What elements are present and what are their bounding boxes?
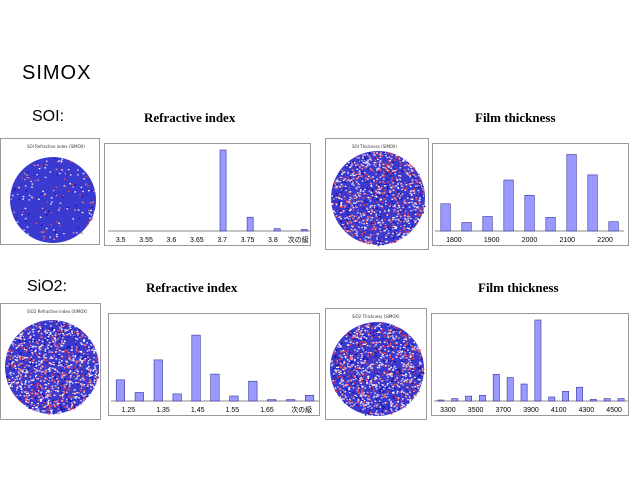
tick-label: 3.65 bbox=[190, 237, 204, 244]
tick-label: 3.6 bbox=[167, 237, 177, 244]
tick-label: 3500 bbox=[468, 407, 484, 414]
row-label-sio2: SiO2: bbox=[27, 278, 68, 295]
bar-3500 bbox=[465, 395, 472, 402]
bar-3400 bbox=[451, 398, 459, 402]
bar-1850 bbox=[461, 222, 472, 232]
map-caption: SiO2 Refractive index (SIMOX) bbox=[27, 309, 88, 314]
bar-1.25 bbox=[115, 379, 125, 402]
page-title: SIMOX bbox=[22, 62, 92, 84]
bar-3.7 bbox=[219, 149, 227, 232]
tick-label: 1800 bbox=[446, 237, 462, 244]
histogram-svg: 3300 3500 3700 3900 4100 4300 4500 bbox=[434, 319, 628, 414]
bar-4400 bbox=[589, 399, 597, 402]
wafer-map-soi-thickness: SOI Thickness (SIMOX) bbox=[325, 138, 429, 250]
wafer-map-image bbox=[10, 157, 97, 243]
wafer-map-image bbox=[5, 320, 100, 415]
bar-4000 bbox=[534, 319, 542, 402]
bar-3700 bbox=[492, 373, 500, 402]
tick-label: 3.5 bbox=[116, 237, 126, 244]
histogram-soi-thickness: 1800 1900 2000 2100 2200 bbox=[432, 143, 629, 246]
tick-label: 3.55 bbox=[139, 237, 153, 244]
tick-label: 3.75 bbox=[241, 237, 255, 244]
chart-title-sio2-thickness: Film thickness bbox=[478, 280, 559, 295]
bar-1.6 bbox=[248, 380, 258, 402]
wafer-disc bbox=[10, 157, 96, 243]
tick-label: 4500 bbox=[606, 407, 622, 414]
histogram-svg: 1800 1900 2000 2100 2200 bbox=[435, 154, 624, 244]
tick-label: 3.8 bbox=[268, 237, 278, 244]
bar-2150 bbox=[587, 174, 598, 232]
bar-1950 bbox=[503, 179, 514, 232]
bar-次の級 bbox=[305, 395, 315, 402]
bar-3.75 bbox=[246, 216, 254, 232]
histogram-svg: 3.5 3.55 3.6 3.65 3.7 3.75 3.8 次の級 bbox=[108, 149, 311, 244]
bar-次の級 bbox=[300, 229, 308, 232]
bar-2050 bbox=[545, 217, 556, 232]
chart-title-sio2-ri: Refractive index bbox=[146, 280, 238, 295]
tick-label: 次の級 bbox=[288, 235, 309, 244]
tick-label: 4100 bbox=[551, 407, 567, 414]
bar-1.65 bbox=[267, 399, 277, 402]
bar-1800 bbox=[440, 203, 451, 232]
bar-4300 bbox=[576, 386, 583, 402]
bar-3.8 bbox=[273, 228, 281, 232]
wafer-map-sio2-thickness: SiO2 Thickness (SIMOX) bbox=[325, 308, 427, 420]
row-label-soi: SOI: bbox=[32, 108, 65, 125]
chart-title-soi-ri: Refractive index bbox=[144, 110, 236, 125]
bar-1.4 bbox=[172, 393, 182, 402]
tick-label: 1.25 bbox=[121, 407, 135, 414]
bar-1900 bbox=[482, 216, 493, 232]
bar-1.3 bbox=[134, 392, 144, 402]
bar-1.45 bbox=[191, 334, 201, 402]
tick-label: 2200 bbox=[597, 237, 613, 244]
bar-1.55 bbox=[229, 395, 239, 402]
bar-3600 bbox=[479, 395, 486, 402]
bar-2000 bbox=[524, 194, 535, 232]
tick-label: 3300 bbox=[440, 407, 456, 414]
wafer-map-image bbox=[330, 322, 425, 417]
wafer-map-sio2-refractive: SiO2 Refractive index (SIMOX) bbox=[0, 303, 101, 420]
tick-label: 3.7 bbox=[217, 237, 227, 244]
bar-1.5 bbox=[210, 373, 220, 402]
histogram-svg: 1.25 1.35 1.45 1.55 1.65 次の級 bbox=[111, 334, 319, 414]
wafer-map-soi-refractive: SOI Refractive index (SIMOX) bbox=[0, 138, 100, 245]
map-caption: SiO2 Thickness (SIMOX) bbox=[352, 314, 400, 319]
histogram-soi-refractive: 3.5 3.55 3.6 3.65 3.7 3.75 3.8 次の級 bbox=[104, 143, 311, 246]
tick-label: 1.55 bbox=[225, 407, 239, 414]
chart-title-soi-thickness: Film thickness bbox=[475, 110, 556, 125]
histogram-sio2-refractive: 1.25 1.35 1.45 1.55 1.65 次の級 bbox=[108, 313, 320, 416]
bar-4600 bbox=[617, 398, 625, 402]
bar-1.35 bbox=[153, 359, 163, 402]
tick-label: 1.45 bbox=[191, 407, 205, 414]
histogram-sio2-thickness: 3300 3500 3700 3900 4100 4300 4500 bbox=[431, 313, 629, 416]
map-caption: SOI Refractive index (SIMOX) bbox=[27, 144, 85, 149]
tick-label: 2000 bbox=[522, 237, 538, 244]
bar-4500 bbox=[603, 398, 611, 402]
tick-label: 3700 bbox=[496, 407, 512, 414]
bar-2200 bbox=[608, 221, 619, 232]
wafer-map-image bbox=[331, 151, 426, 247]
bar-3800 bbox=[506, 377, 514, 402]
tick-label: 3900 bbox=[523, 407, 539, 414]
tick-label: 1900 bbox=[484, 237, 500, 244]
tick-label: 2100 bbox=[560, 237, 576, 244]
map-caption: SOI Thickness (SIMOX) bbox=[352, 144, 398, 149]
tick-label: 次の級 bbox=[291, 405, 312, 414]
tick-label: 1.35 bbox=[156, 407, 170, 414]
bar-3900 bbox=[520, 383, 528, 402]
bar-2100 bbox=[566, 154, 577, 232]
tick-label: 4300 bbox=[579, 407, 595, 414]
bar-1.7 bbox=[286, 399, 296, 402]
bar-3300 bbox=[437, 399, 445, 402]
bar-4100 bbox=[548, 396, 556, 402]
bar-4200 bbox=[562, 391, 569, 402]
wafer-disc bbox=[5, 320, 99, 414]
tick-label: 1.65 bbox=[260, 407, 274, 414]
